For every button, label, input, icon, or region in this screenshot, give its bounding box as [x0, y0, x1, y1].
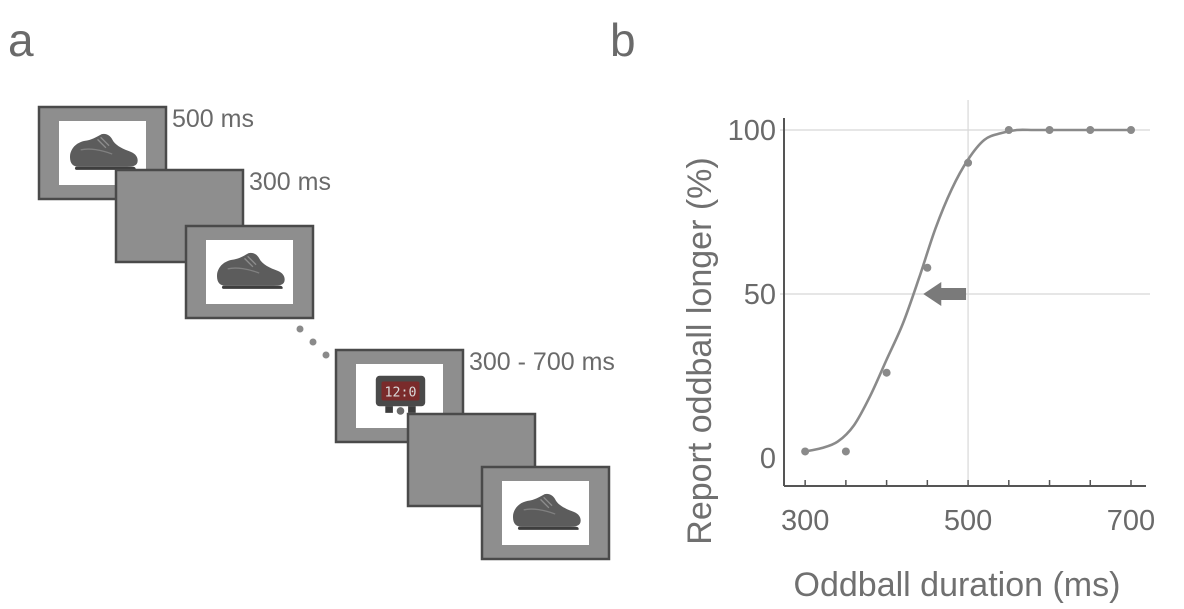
data-point [923, 263, 932, 272]
x-tick-label: 700 [1107, 505, 1155, 537]
left-arrow-icon [923, 282, 967, 306]
panel-b-letter: b [610, 14, 636, 66]
data-point [841, 447, 850, 456]
data-point [1127, 126, 1135, 134]
stimulus-frame: 300 - 700 ms [334, 348, 615, 444]
x-tick-label: 500 [944, 505, 992, 537]
y-tick-label: 0 [760, 443, 776, 475]
data-point [964, 158, 973, 167]
x-axis-label: Oddball duration (ms) [794, 566, 1121, 604]
x-tick-label: 300 [781, 505, 829, 537]
panel-b-chart: 300 500 700 0 50 100 Oddball duration (ms) Re… [681, 100, 1155, 604]
fit-curve [804, 128, 1131, 453]
y-axis-label: Report oddball longer (%) [681, 157, 719, 544]
data-point [801, 447, 810, 456]
panel-a-stimulus-sequence: 500 ms 300 ms 300 - 700 ms [37, 105, 615, 561]
duration-label: 300 ms [249, 168, 331, 196]
data-point [882, 368, 891, 377]
y-tick-label: 50 [744, 279, 776, 311]
duration-label: 500 ms [172, 105, 254, 133]
stimulus-frame: 500 ms [37, 105, 254, 201]
panel-a-letter: a [8, 14, 34, 66]
duration-label: 300 - 700 ms [469, 348, 615, 376]
ellipsis-dots-icon [296, 325, 330, 359]
stimulus-frame [184, 224, 315, 320]
plot-area: 300 500 700 0 50 100 [728, 100, 1155, 537]
frame-stack: 500 ms 300 ms 300 - 700 ms [37, 105, 615, 561]
data-point [1004, 126, 1013, 134]
y-tick-label: 100 [728, 115, 776, 147]
stimulus-frame [480, 465, 611, 561]
data-point [1045, 126, 1054, 134]
data-point [1086, 126, 1095, 134]
